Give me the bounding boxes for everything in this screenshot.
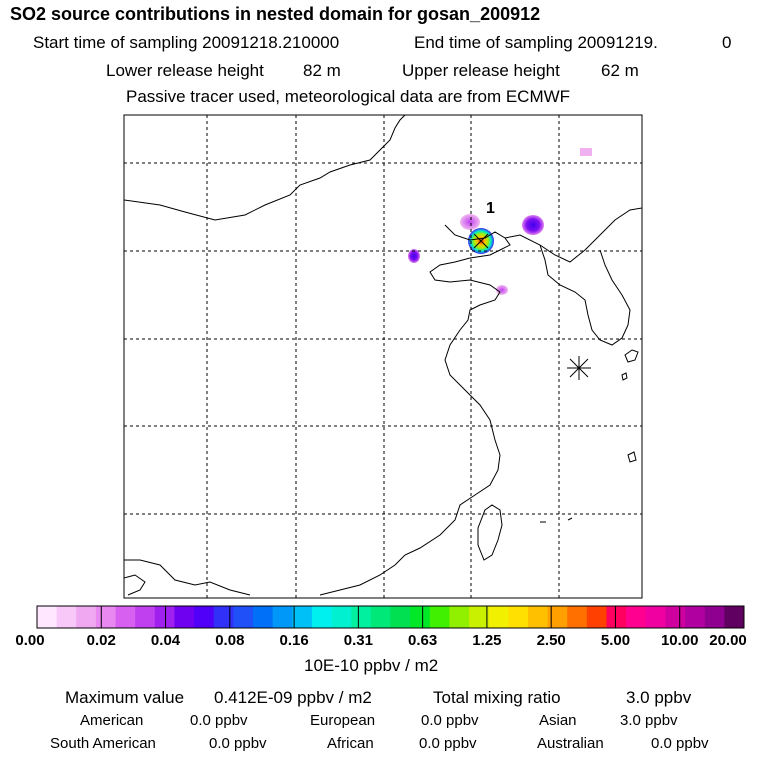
map-frame (123, 114, 643, 599)
colorbar-tick-label: 0.04 (150, 632, 181, 649)
colorbar-segment (115, 606, 136, 628)
max-value-label: Maximum value (65, 688, 185, 707)
colorbar-frame (36, 605, 745, 629)
plume-blob (522, 215, 544, 235)
colorbar-tick-label: 0.31 (343, 632, 373, 649)
colorbar-tick-label: 0.08 (215, 632, 245, 649)
receptor-star-icon (567, 356, 591, 380)
plume-blob (580, 148, 592, 156)
colorbar-tick-label: 1.25 (472, 632, 502, 649)
colorbar-segment (292, 606, 313, 628)
taiwan-island (477, 504, 503, 561)
colorbar-segment (606, 606, 627, 628)
start-time-label: Start time of sampling 20091218.210000 (33, 33, 340, 52)
source-cross-icon (473, 233, 489, 249)
colorbar-segment (213, 606, 234, 628)
lower-release-label: Lower release height (106, 61, 264, 80)
colorbar-segment (351, 606, 372, 628)
plot-title: SO2 source contributions in nested domai… (10, 4, 541, 24)
region-name-asian: Asian (539, 712, 577, 729)
colorbar-segment (449, 606, 470, 628)
colorbar-segment (429, 606, 450, 628)
coastline-bohai (319, 224, 511, 596)
colorbar-segment (508, 606, 529, 628)
region-name-australian: Australian (537, 735, 604, 752)
island (627, 451, 637, 463)
region-value-australian: 0.0 ppbv (651, 735, 709, 752)
colorbar-segment (56, 606, 77, 628)
upper-release-value: 62 m (601, 61, 639, 80)
colorbar-segment (410, 606, 431, 628)
plume-blob (496, 285, 508, 295)
colorbar-tick-label: 20.00 (709, 632, 747, 649)
colorbar-segment (76, 606, 97, 628)
plume-blob (460, 214, 480, 230)
colorbar-segment (527, 606, 549, 628)
colorbar-segment (272, 606, 293, 628)
japan-coast (624, 349, 639, 363)
end-time-label: End time of sampling 20091219. (414, 33, 658, 52)
colorbar-tick-label: 0.63 (408, 632, 438, 649)
colorbar-segment (95, 606, 117, 628)
colorbar-segment (567, 606, 588, 628)
region-name-european: European (310, 712, 376, 729)
colorbar-segment (253, 606, 274, 628)
colorbar-tick-label: 2.50 (536, 632, 566, 649)
upper-release-label: Upper release height (402, 61, 560, 80)
colorbar-unit: 10E-10 ppbv / m2 (304, 656, 439, 675)
china-interior-border (124, 559, 251, 596)
colorbar-segment (37, 606, 58, 628)
colorbar-segment (174, 606, 195, 628)
colorbar-segment (311, 606, 333, 628)
lower-release-value: 82 m (303, 61, 341, 80)
colorbar-tick-label: 5.00 (600, 632, 631, 649)
total-mixing-value: 3.0 ppbv (626, 688, 692, 707)
region-name-south-american: South American (50, 735, 156, 752)
region-value-american: 0.0 ppbv (190, 712, 248, 729)
colorbar-segment (331, 606, 352, 628)
tracer-note: Passive tracer used, meteorological data… (126, 87, 571, 106)
end-time-value: 0 (722, 33, 732, 52)
region-value-african: 0.0 ppbv (419, 735, 477, 752)
colorbar-segment (685, 606, 706, 628)
plume-blob (408, 249, 420, 263)
korea-peninsula (539, 244, 631, 346)
colorbar-segment (390, 606, 411, 628)
region-name-african: African (327, 735, 374, 752)
source-number-label: 1 (486, 200, 495, 217)
colorbar-tick-label: 0.00 (15, 632, 45, 649)
region-value-south-american: 0.0 ppbv (209, 735, 267, 752)
max-value: 0.412E-09 ppbv / m2 (214, 688, 372, 707)
colorbar-segment (704, 606, 725, 628)
colorbar-segment (665, 606, 686, 628)
colorbar-segment (547, 606, 568, 628)
colorbar-segment (233, 606, 254, 628)
island (621, 372, 628, 381)
colorbar-segment (194, 606, 215, 628)
colorbar-segment (370, 606, 391, 628)
colorbar-segment (488, 606, 509, 628)
colorbar (36, 605, 745, 629)
region-name-american: American (80, 712, 144, 729)
hainan-coast (124, 574, 146, 596)
island (567, 517, 573, 521)
colorbar-segment (135, 606, 156, 628)
korea-border (504, 207, 642, 263)
colorbar-segment (645, 606, 666, 628)
colorbar-segment (724, 606, 745, 628)
colorbar-segment (469, 606, 490, 628)
colorbar-segment (586, 606, 608, 628)
colorbar-tick-label: 10.00 (660, 632, 699, 649)
colorbar-segment (154, 606, 175, 628)
region-value-european: 0.0 ppbv (421, 712, 479, 729)
region-value-asian: 3.0 ppbv (620, 712, 678, 729)
coastline-north-china (124, 115, 406, 221)
colorbar-segment (626, 606, 647, 628)
colorbar-tick-label: 0.16 (279, 632, 309, 649)
total-mixing-label: Total mixing ratio (433, 688, 561, 707)
colorbar-tick-label: 0.02 (86, 632, 116, 649)
